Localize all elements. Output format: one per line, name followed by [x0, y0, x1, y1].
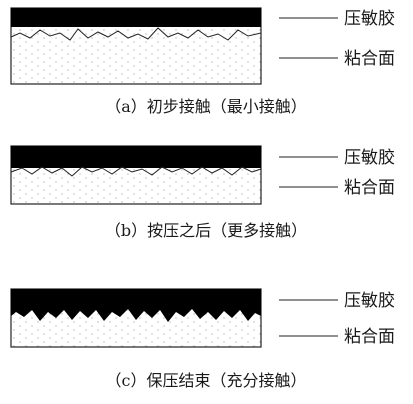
panel-a-bottom-label: 粘合面 — [344, 49, 395, 69]
panel-c-adhesive-layer — [11, 289, 261, 322]
panel-c: 压敏胶 粘合面 （c）保压结束（充分接触） — [10, 288, 395, 390]
panel-a: 压敏胶 粘合面 （a）初步接触（最小接触） — [10, 7, 395, 116]
panel-b-adhesive-layer — [11, 146, 261, 168]
panel-c-caption: （c）保压结束（充分接触） — [106, 371, 307, 390]
panel-b: 压敏胶 粘合面 （b）按压之后（更多接触） — [10, 145, 395, 240]
panel-b-contact-line — [10, 166, 262, 177]
panel-a-adhesive-layer — [11, 8, 261, 27]
panel-a-contact-line — [10, 27, 262, 41]
panel-b-top-label: 压敏胶 — [344, 148, 395, 168]
panel-b-bottom-label: 粘合面 — [344, 178, 395, 198]
panel-a-top-label: 压敏胶 — [344, 9, 395, 29]
panel-c-bottom-label: 粘合面 — [344, 327, 395, 347]
panel-b-caption: （b）按压之后（更多接触） — [105, 221, 307, 240]
panel-c-top-label: 压敏胶 — [344, 291, 395, 311]
panel-a-caption: （a）初步接触（最小接触） — [105, 97, 307, 116]
